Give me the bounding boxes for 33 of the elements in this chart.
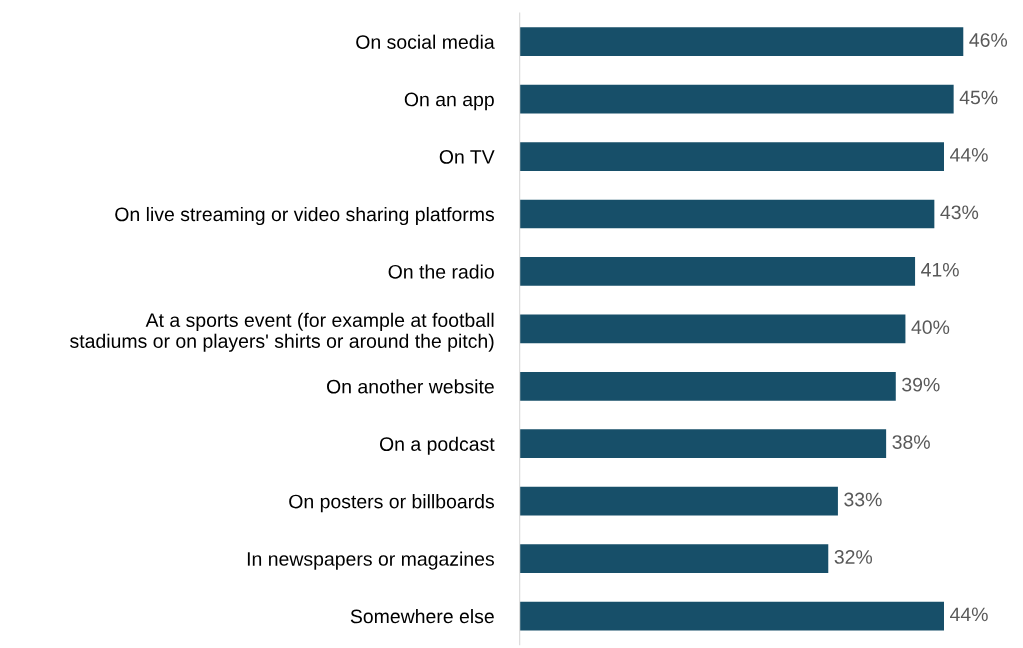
bar	[519, 257, 916, 286]
y-tick-label: On an app	[404, 92, 494, 111]
data-label: 45%	[959, 90, 998, 105]
data-label: 44%	[950, 148, 988, 162]
bar	[519, 429, 887, 459]
data-label: 41%	[921, 262, 959, 277]
y-tick-label: On posters or billboards	[289, 494, 494, 513]
y-tick-label: At a sports event (for example at football stadiums or on players' shirts or around the pitch)	[70, 312, 494, 352]
y-tick-label: On the radio	[388, 264, 494, 279]
data-label: 43%	[940, 205, 979, 220]
data-label: 46%	[969, 33, 1008, 47]
data-label: 38%	[892, 435, 930, 449]
y-tick-label: In newspapers or magazines	[247, 551, 494, 570]
data-label: 39%	[902, 377, 940, 392]
bar	[519, 544, 829, 573]
bar	[519, 27, 964, 57]
data-label: 44%	[950, 607, 988, 622]
y-tick-label: On social media	[356, 34, 495, 49]
bar	[519, 314, 906, 344]
data-label: 40%	[911, 320, 950, 335]
data-label: 33%	[844, 492, 882, 507]
y-tick-label: On a podcast	[379, 436, 495, 455]
y-tick-label: On TV	[439, 150, 495, 164]
bar	[519, 142, 944, 171]
y-tick-label: On another website	[327, 379, 494, 394]
y-tick-label: Somewhere else	[350, 609, 494, 624]
bar	[519, 84, 954, 114]
y-tick-label: On live streaming or video sharing platforms	[115, 206, 495, 226]
bar	[519, 371, 896, 401]
bar	[519, 199, 935, 229]
data-label: 32%	[834, 550, 873, 564]
bar	[519, 601, 944, 631]
bar	[519, 486, 838, 516]
